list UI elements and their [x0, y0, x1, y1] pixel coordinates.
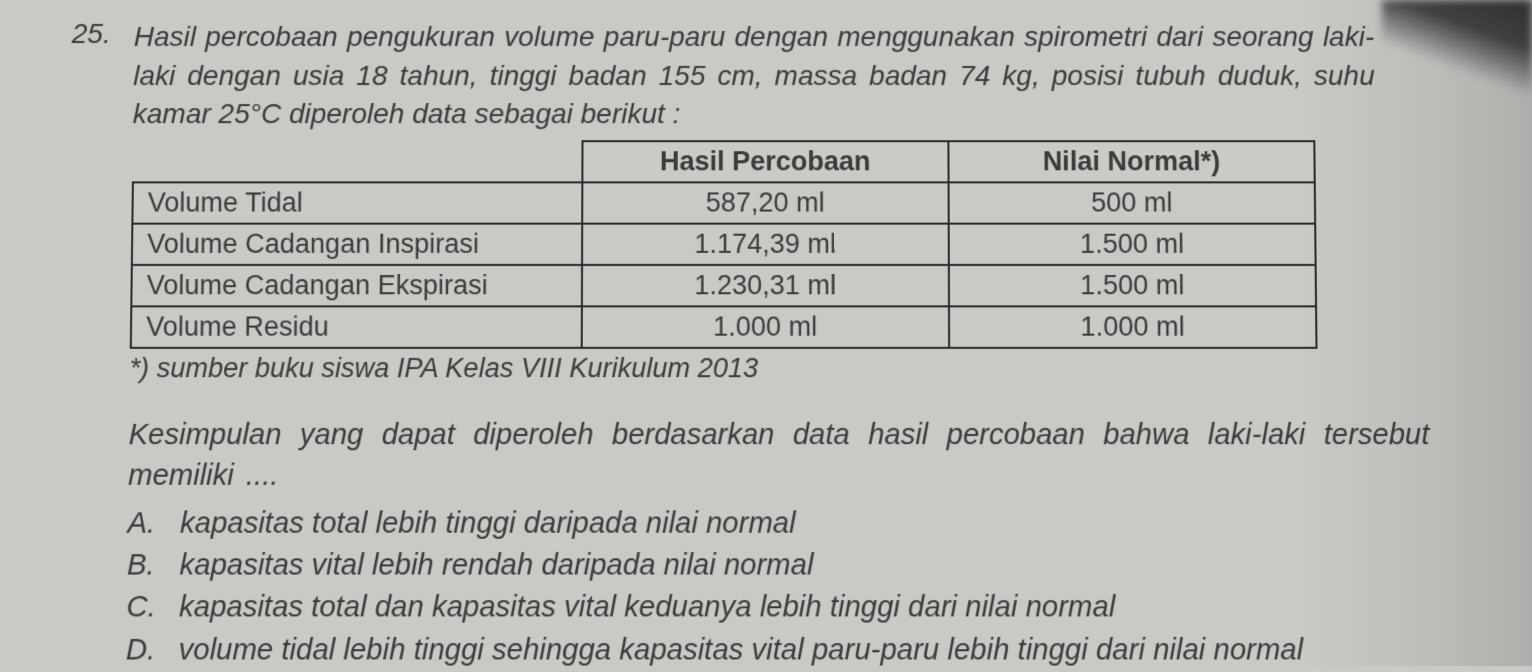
table-footnote: *) sumber buku siswa IPA Kelas VIII Kuri… [129, 353, 1489, 384]
option-letter: B. [127, 545, 162, 587]
table-row: Volume Residu 1.000 ml 1.000 ml [131, 306, 1317, 347]
option-text: kapasitas total lebih tinggi daripada ni… [180, 503, 796, 545]
option-b: B. kapasitas vital lebih rendah daripada… [127, 545, 1492, 587]
data-table-wrap: Hasil Percobaan Nilai Normal*) Volume Ti… [130, 140, 1318, 349]
lung-volume-table: Hasil Percobaan Nilai Normal*) Volume Ti… [130, 140, 1318, 349]
option-letter: C. [126, 587, 161, 629]
option-c: C. kapasitas total dan kapasitas vital k… [126, 587, 1492, 629]
row-label: Volume Cadangan Inspirasi [132, 224, 582, 265]
row-value: 1.230,31 ml [582, 265, 949, 306]
option-text: kapasitas total dan kapasitas vital kedu… [179, 587, 1116, 629]
option-text: volume tidal lebih tinggi sehingga kapas… [178, 629, 1303, 671]
option-a: A. kapasitas total lebih tinggi daripada… [127, 503, 1491, 545]
question-text: Hasil percobaan pengukuran volume paru-p… [133, 18, 1486, 134]
option-letter: A. [127, 503, 162, 545]
table-row: Volume Cadangan Inspirasi 1.174,39 ml 1.… [132, 224, 1316, 265]
answer-options: A. kapasitas total lebih tinggi daripada… [126, 503, 1494, 671]
row-normal: 500 ml [948, 182, 1315, 223]
row-value: 1.000 ml [581, 306, 949, 347]
row-label: Volume Tidal [132, 182, 582, 223]
table-header-blank [133, 141, 582, 182]
option-letter: D. [126, 629, 161, 671]
option-d: D. volume tidal lebih tinggi sehingga ka… [126, 629, 1494, 671]
page-corner-object [1382, 0, 1532, 110]
row-label: Volume Residu [131, 306, 582, 347]
table-header-hasil: Hasil Percobaan [582, 141, 948, 182]
table-header-row: Hasil Percobaan Nilai Normal*) [133, 141, 1315, 182]
question-prompt: Kesimpulan yang dapat diperoleh berdasar… [128, 415, 1491, 498]
row-label: Volume Cadangan Ekspirasi [131, 265, 581, 306]
row-value: 1.174,39 ml [582, 224, 949, 265]
row-normal: 1.500 ml [949, 265, 1316, 306]
row-normal: 1.500 ml [948, 224, 1315, 265]
row-value: 587,20 ml [582, 182, 949, 223]
option-text: kapasitas vital lebih rendah daripada ni… [179, 545, 813, 587]
table-row: Volume Cadangan Ekspirasi 1.230,31 ml 1.… [131, 265, 1316, 306]
question-number: 25. [72, 18, 124, 50]
question-line-1: Hasil percobaan pengukuran volume paru-p… [134, 21, 1204, 52]
row-normal: 1.000 ml [949, 306, 1317, 347]
table-header-normal: Nilai Normal*) [948, 141, 1315, 182]
table-row: Volume Tidal 587,20 ml 500 ml [132, 182, 1315, 223]
